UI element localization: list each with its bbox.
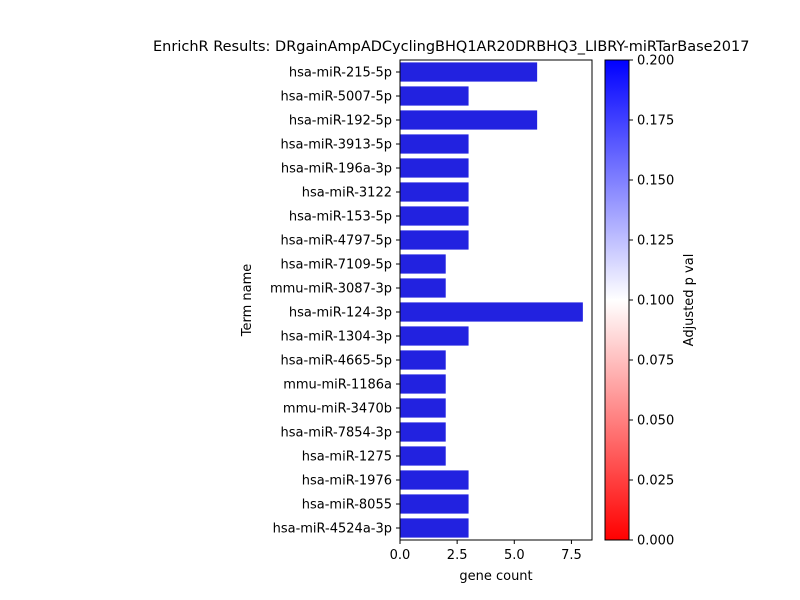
x-axis: 0.0 2.5 5.0 7.5 [390, 540, 582, 563]
chart-title: EnrichR Results: DRgainAmpADCyclingBHQ1A… [153, 39, 749, 55]
y-tick-label: hsa-miR-4797-5p [281, 234, 392, 249]
colorbar-label: Adjusted p val [682, 254, 697, 347]
y-tick-label: mmu-miR-3470b [283, 402, 392, 417]
y-tick-label: hsa-miR-192-5p [289, 114, 392, 129]
x-tick-label: 5.0 [504, 548, 525, 563]
bars-group [400, 62, 583, 538]
y-tick-label: hsa-miR-1275 [302, 450, 392, 465]
bar [400, 374, 446, 394]
bar [400, 182, 469, 202]
y-tick-label: hsa-miR-4665-5p [281, 354, 392, 369]
bar [400, 278, 446, 298]
x-tick-label: 0.0 [390, 548, 411, 563]
colorbar-tick-label: 0.125 [637, 234, 674, 249]
bar [400, 470, 469, 490]
bar [400, 350, 446, 370]
colorbar-ticks: 0.000 0.025 0.050 0.075 0.100 0.125 0.150 0.175… [629, 54, 674, 549]
colorbar-tick-label: 0.200 [637, 54, 674, 69]
colorbar-tick-label: 0.075 [637, 354, 674, 369]
bar [400, 230, 469, 250]
bar [400, 302, 583, 322]
bar [400, 134, 469, 154]
bar [400, 206, 469, 226]
colorbar-tick-label: 0.175 [637, 114, 674, 129]
x-tick-label: 7.5 [561, 548, 582, 563]
y-tick-label: hsa-miR-7109-5p [281, 258, 392, 273]
plot-frame [399, 59, 593, 541]
bar [400, 326, 469, 346]
colorbar [604, 59, 630, 541]
y-tick-label: hsa-miR-3913-5p [281, 138, 392, 153]
y-tick-label: hsa-miR-1976 [302, 474, 392, 489]
bar [400, 158, 469, 178]
colorbar-tick-label: 0.000 [637, 534, 674, 549]
y-tick-label: hsa-miR-153-5p [289, 210, 392, 225]
colorbar-tick-label: 0.025 [637, 474, 674, 489]
y-tick-label: hsa-miR-1304-3p [281, 330, 392, 345]
y-tick-label: hsa-miR-7854-3p [281, 426, 392, 441]
bar [400, 254, 446, 274]
bar [400, 110, 538, 130]
y-tick-label: hsa-miR-3122 [302, 186, 392, 201]
y-axis: hsa-miR-215-5p hsa-miR-5007-5p hsa-miR-192… [270, 66, 400, 537]
colorbar-tick-label: 0.100 [637, 294, 674, 309]
y-axis-label: Term name [240, 264, 255, 338]
bar [400, 422, 446, 442]
x-axis-label: gene count [459, 569, 532, 584]
y-tick-label: hsa-miR-124-3p [289, 306, 392, 321]
y-tick-label: hsa-miR-5007-5p [281, 90, 392, 105]
y-tick-label: hsa-miR-196a-3p [281, 162, 392, 177]
y-tick-label: mmu-miR-3087-3p [270, 282, 392, 297]
bar [400, 494, 469, 514]
bar [400, 86, 469, 106]
y-tick-label: hsa-miR-4524a-3p [273, 522, 392, 537]
y-tick-label: hsa-miR-8055 [302, 498, 392, 513]
bar [400, 518, 469, 538]
y-tick-label: mmu-miR-1186a [283, 378, 392, 393]
colorbar-tick-label: 0.050 [637, 414, 674, 429]
x-tick-label: 2.5 [447, 548, 468, 563]
bar [400, 62, 538, 82]
colorbar-tick-label: 0.150 [637, 174, 674, 189]
y-tick-label: hsa-miR-215-5p [289, 66, 392, 81]
bar [400, 446, 446, 466]
bar [400, 398, 446, 418]
